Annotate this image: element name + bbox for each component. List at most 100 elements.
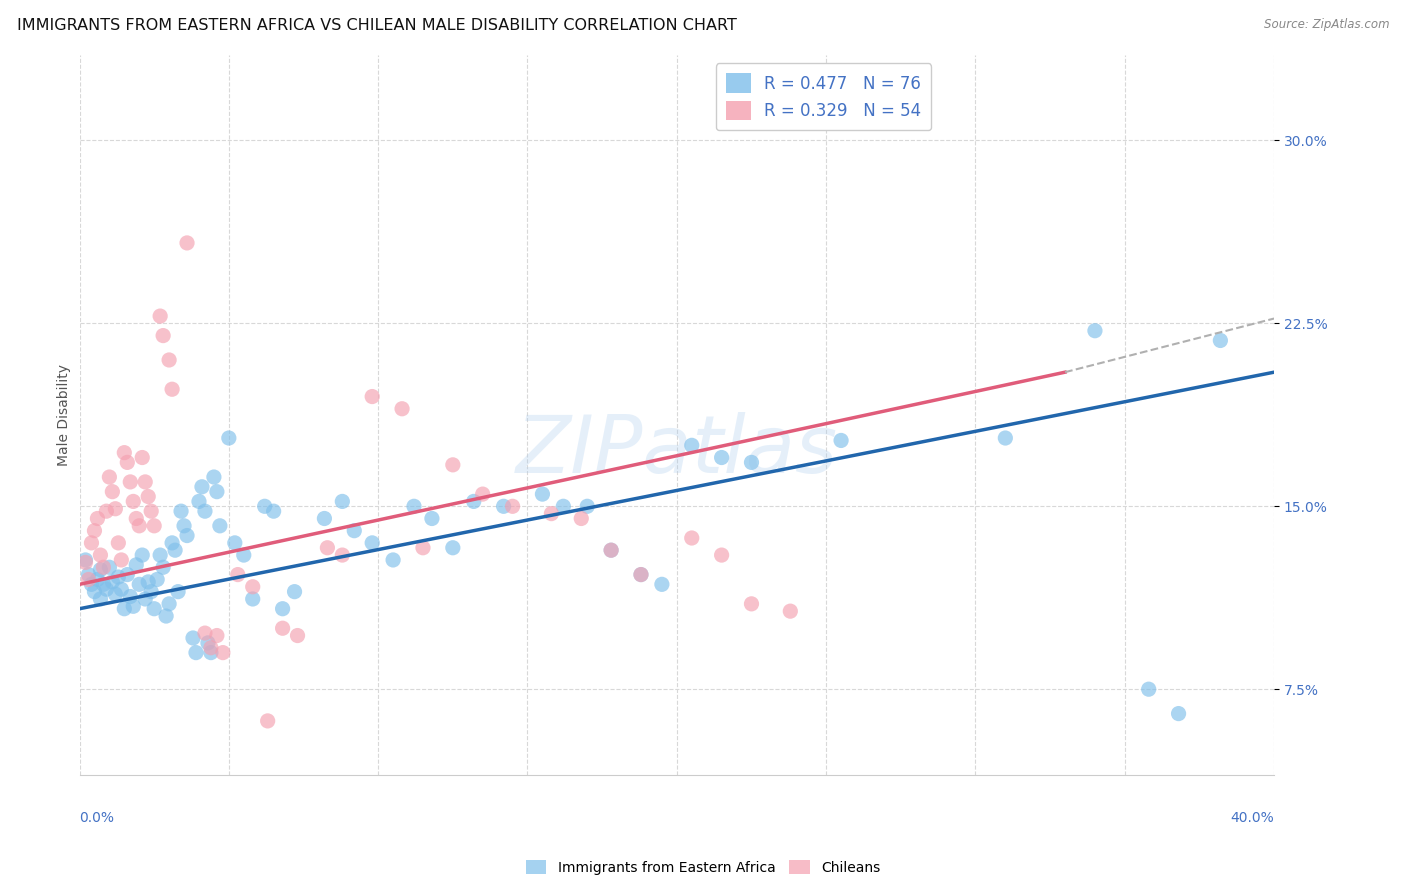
Point — [553, 500, 575, 514]
Text: 0.0%: 0.0% — [80, 811, 114, 825]
Point — [83, 524, 105, 538]
Point — [194, 626, 217, 640]
Point — [96, 504, 118, 518]
Point — [128, 518, 150, 533]
Point — [176, 235, 198, 250]
Point — [112, 445, 135, 459]
Point — [361, 390, 384, 404]
Point — [98, 470, 121, 484]
Point — [83, 584, 105, 599]
Point — [330, 548, 353, 562]
Point — [143, 518, 166, 533]
Point — [160, 536, 183, 550]
Point — [134, 475, 156, 489]
Point — [122, 599, 145, 614]
Point — [152, 560, 174, 574]
Point — [200, 640, 222, 655]
Point — [242, 591, 264, 606]
Point — [155, 609, 177, 624]
Point — [208, 518, 231, 533]
Point — [1137, 682, 1160, 697]
Point — [134, 591, 156, 606]
Point — [120, 475, 142, 489]
Point — [75, 553, 97, 567]
Point — [382, 553, 405, 567]
Point — [167, 584, 190, 599]
Point — [93, 577, 115, 591]
Point — [630, 567, 652, 582]
Point — [205, 484, 228, 499]
Point — [157, 353, 180, 368]
Point — [89, 563, 111, 577]
Point — [1209, 334, 1232, 348]
Point — [96, 582, 118, 597]
Point — [232, 548, 254, 562]
Point — [226, 567, 249, 582]
Point — [149, 309, 172, 323]
Point — [80, 536, 103, 550]
Point — [502, 500, 524, 514]
Point — [110, 553, 132, 567]
Legend: R = 0.477   N = 76, R = 0.329   N = 54: R = 0.477 N = 76, R = 0.329 N = 54 — [716, 63, 931, 130]
Point — [218, 431, 240, 445]
Point — [316, 541, 339, 555]
Point — [120, 590, 142, 604]
Point — [420, 511, 443, 525]
Point — [205, 629, 228, 643]
Point — [101, 574, 124, 589]
Point — [253, 500, 276, 514]
Point — [112, 601, 135, 615]
Point — [165, 543, 187, 558]
Point — [86, 511, 108, 525]
Y-axis label: Male Disability: Male Disability — [58, 364, 72, 466]
Point — [104, 587, 127, 601]
Point — [630, 567, 652, 582]
Point — [287, 629, 309, 643]
Point — [181, 631, 204, 645]
Point — [89, 548, 111, 562]
Point — [540, 507, 562, 521]
Text: 40.0%: 40.0% — [1230, 811, 1274, 825]
Point — [681, 438, 703, 452]
Point — [994, 431, 1017, 445]
Point — [77, 567, 100, 582]
Point — [143, 601, 166, 615]
Point — [441, 458, 464, 472]
Point — [402, 500, 425, 514]
Point — [343, 524, 366, 538]
Point — [197, 636, 219, 650]
Point — [576, 500, 599, 514]
Point — [149, 548, 172, 562]
Text: IMMIGRANTS FROM EASTERN AFRICA VS CHILEAN MALE DISABILITY CORRELATION CHART: IMMIGRANTS FROM EASTERN AFRICA VS CHILEA… — [17, 18, 737, 33]
Point — [1084, 324, 1107, 338]
Point — [191, 480, 214, 494]
Point — [314, 511, 336, 525]
Point — [122, 494, 145, 508]
Point — [170, 504, 193, 518]
Point — [224, 536, 246, 550]
Point — [710, 450, 733, 465]
Point — [361, 536, 384, 550]
Point — [146, 573, 169, 587]
Point — [412, 541, 434, 555]
Point — [157, 597, 180, 611]
Point — [194, 504, 217, 518]
Point — [471, 487, 494, 501]
Point — [80, 577, 103, 591]
Point — [104, 501, 127, 516]
Point — [212, 646, 235, 660]
Point — [131, 548, 153, 562]
Legend: Immigrants from Eastern Africa, Chileans: Immigrants from Eastern Africa, Chileans — [520, 855, 886, 880]
Point — [271, 601, 294, 615]
Point — [263, 504, 285, 518]
Point — [101, 484, 124, 499]
Point — [531, 487, 554, 501]
Text: ZIPatlas: ZIPatlas — [516, 412, 838, 490]
Point — [160, 382, 183, 396]
Point — [125, 558, 148, 572]
Point — [86, 573, 108, 587]
Point — [830, 434, 852, 448]
Point — [710, 548, 733, 562]
Point — [569, 511, 592, 525]
Text: Source: ZipAtlas.com: Source: ZipAtlas.com — [1264, 18, 1389, 31]
